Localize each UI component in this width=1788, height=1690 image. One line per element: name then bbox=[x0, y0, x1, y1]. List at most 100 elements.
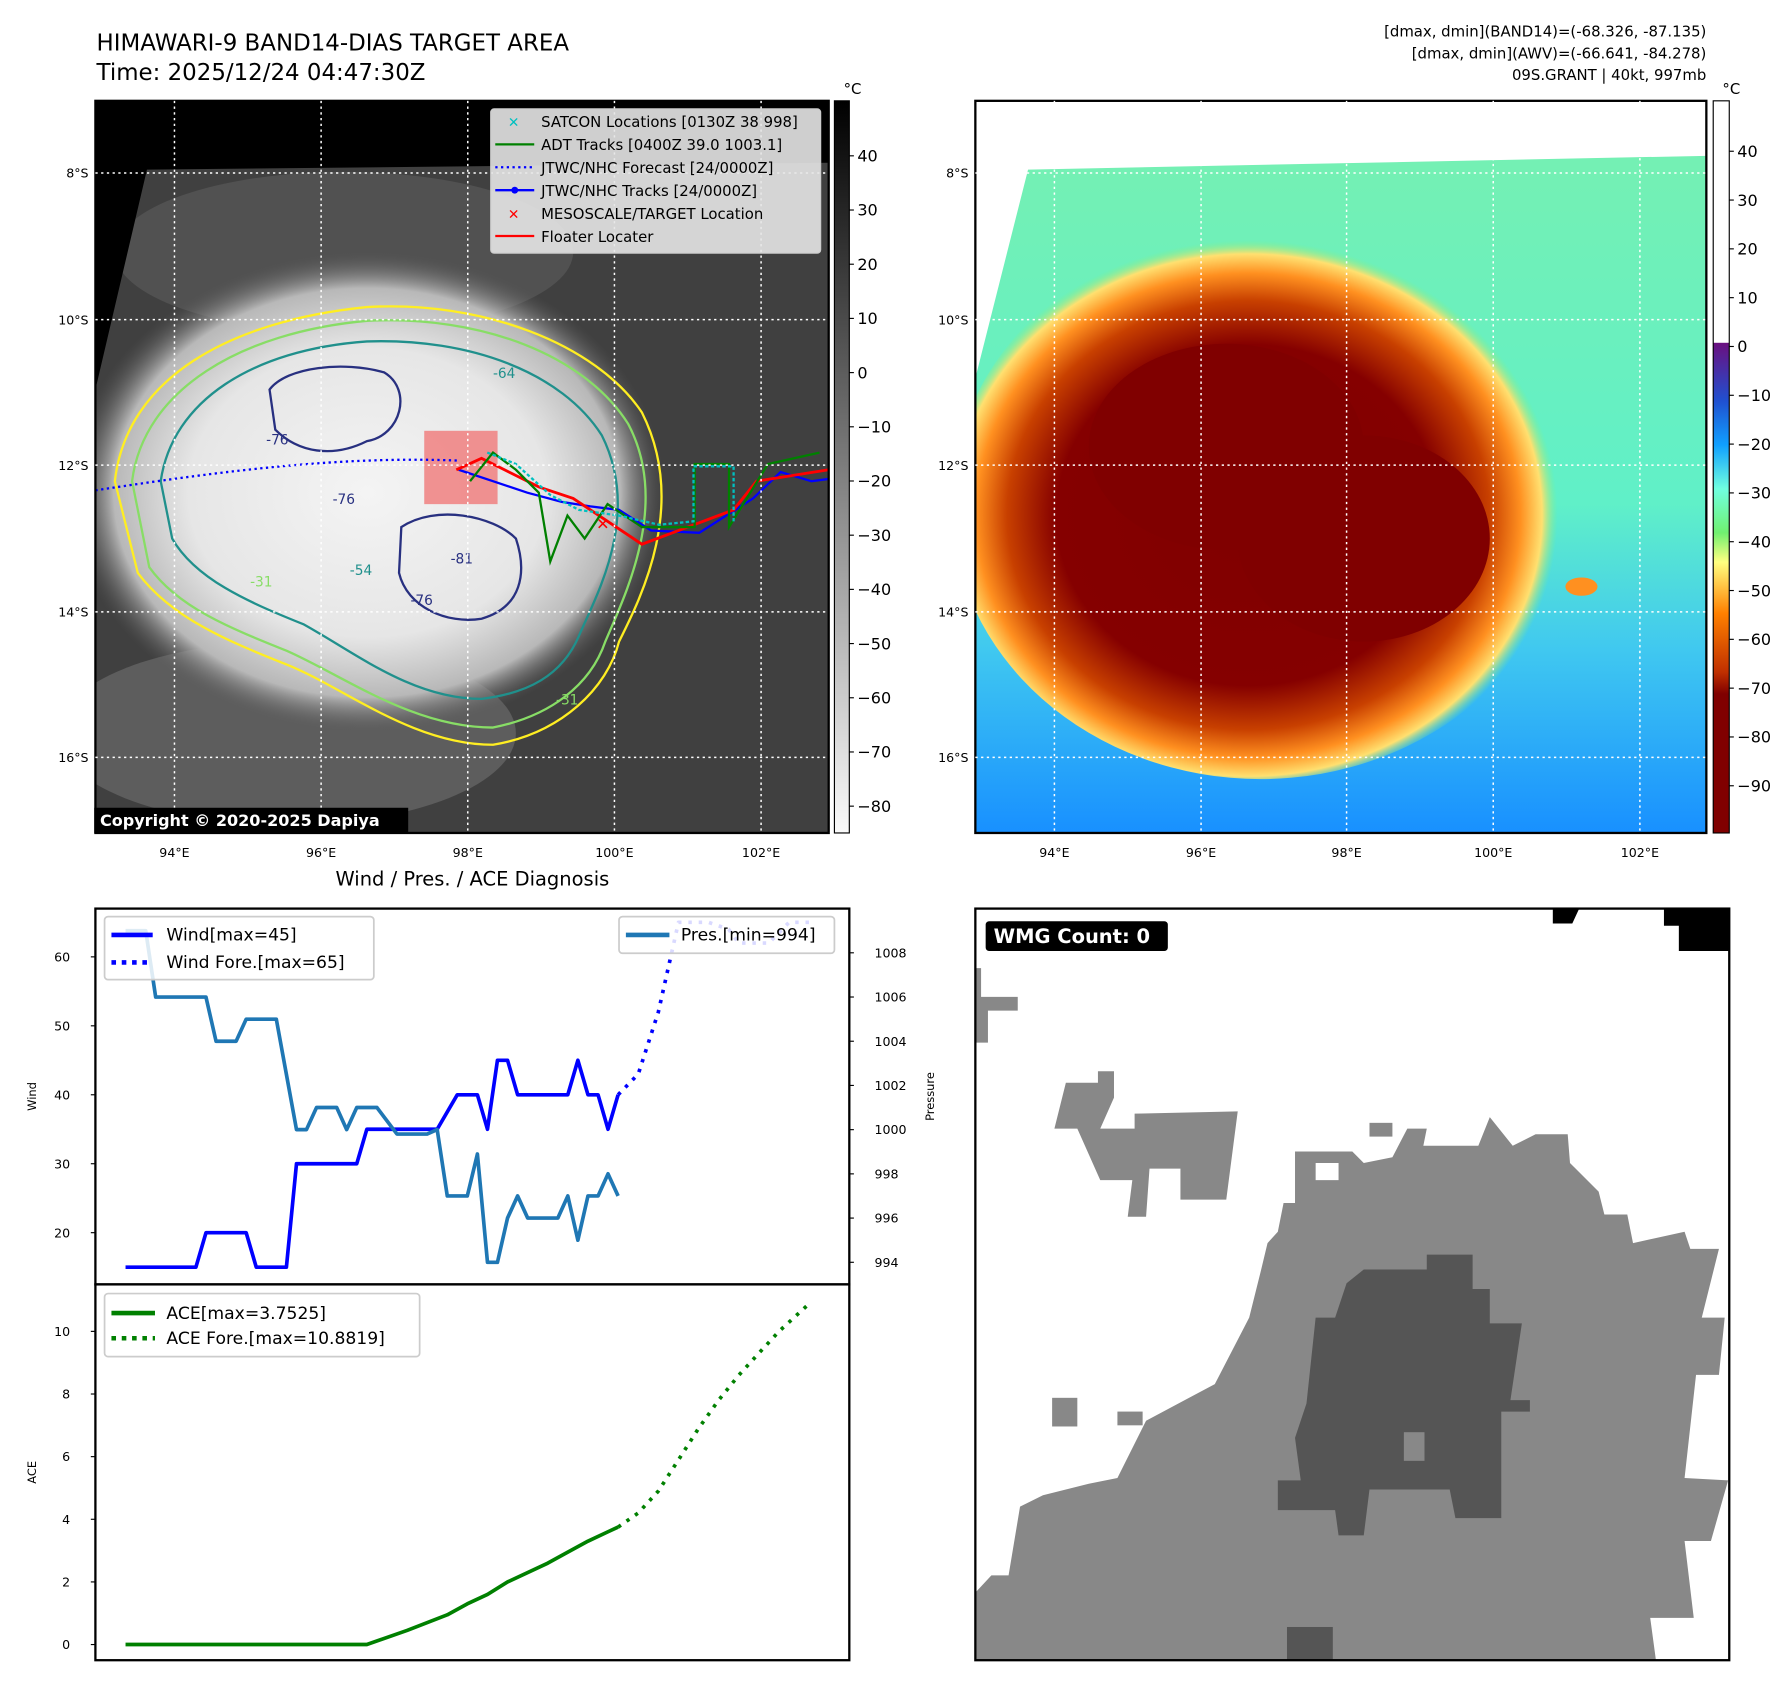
latitude-label: 8°S bbox=[66, 166, 88, 181]
colorbar-tick-label: 0 bbox=[857, 363, 867, 382]
colorbar-tick-label: −10 bbox=[857, 418, 891, 437]
latitude-label: 10°S bbox=[938, 312, 968, 327]
longitude-label: 100°E bbox=[1474, 845, 1512, 860]
contour-label: -76 bbox=[266, 433, 288, 449]
y-tick-label: 6 bbox=[62, 1449, 70, 1464]
y2-tick-label: 1006 bbox=[875, 990, 907, 1005]
map-legend-label: SATCON Locations [0130Z 38 998] bbox=[541, 113, 798, 131]
colorbar-tick-label: 0 bbox=[1737, 337, 1747, 356]
y-tick-label: 20 bbox=[54, 1225, 70, 1240]
latitude-label: 14°S bbox=[938, 604, 968, 619]
series-ace-fore-max-line bbox=[617, 1302, 811, 1529]
y2-tick-label: 1000 bbox=[875, 1122, 907, 1137]
adt-track-line bbox=[469, 450, 820, 566]
longitude-label: 100°E bbox=[595, 845, 633, 860]
contour-label: -31 bbox=[556, 693, 578, 709]
y-tick-label: 2 bbox=[62, 1574, 70, 1589]
storm-info: 09S.GRANT | 40kt, 997mb bbox=[1512, 66, 1706, 84]
wind-axis-label: Wind bbox=[25, 1082, 39, 1111]
map-legend-label: MESOSCALE/TARGET Location bbox=[541, 205, 763, 223]
ace-legend-label: ACE[max=3.7525] bbox=[166, 1304, 326, 1324]
y-tick-label: 4 bbox=[62, 1512, 70, 1527]
colorbar-tick-label: −50 bbox=[857, 634, 891, 653]
ir-colorbar-ticks: 40 30 20 10 0 −10 −20 −30 −40 −50 −60 −70 −80 bbox=[849, 147, 891, 816]
colorbar-tick-label: −70 bbox=[1737, 679, 1771, 698]
wind-fore-legend-label: Wind Fore.[max=65] bbox=[166, 953, 344, 973]
colorbar-tick-label: 10 bbox=[1737, 288, 1757, 307]
y-tick-label: 40 bbox=[54, 1087, 70, 1102]
figure-time: Time: 2025/12/24 04:47:30Z bbox=[96, 60, 426, 86]
colorbar-tick-label: 30 bbox=[857, 201, 877, 220]
latitude-label: 12°S bbox=[58, 458, 88, 473]
colorbar-tick-label: 30 bbox=[1737, 191, 1757, 210]
colorbar-tick-label: −30 bbox=[1737, 484, 1771, 503]
y-tick-label: 10 bbox=[54, 1324, 70, 1339]
colorbar-tick-label: −40 bbox=[857, 580, 891, 599]
color-enhanced-map bbox=[975, 100, 1707, 833]
pressure-axis-label: Pressure bbox=[923, 1072, 937, 1121]
latitude-label: 10°S bbox=[58, 312, 88, 327]
color-map-gridlines bbox=[975, 100, 1707, 833]
colorbar-tick-label: 20 bbox=[857, 255, 877, 274]
wmg-core-region bbox=[1277, 1254, 1530, 1536]
longitude-label: 102°E bbox=[742, 845, 780, 860]
colorbar-tick-label: −50 bbox=[1737, 581, 1771, 600]
longitude-label: 94°E bbox=[1039, 845, 1069, 860]
awv-range: [dmax, dmin](AWV)=(-66.641, -84.278) bbox=[1412, 44, 1707, 62]
y2-tick-label: 994 bbox=[875, 1255, 899, 1270]
ir-colorbar bbox=[833, 100, 850, 834]
longitude-label: 96°E bbox=[306, 845, 336, 860]
colorbar-tick-label: −40 bbox=[1737, 532, 1771, 551]
colorbar-tick-label: −90 bbox=[1737, 776, 1771, 795]
ace-legend: ACE[max=3.7525] ACE Fore.[max=10.8819] bbox=[103, 1292, 421, 1358]
longitude-label: 102°E bbox=[1621, 845, 1659, 860]
y-tick-label: 30 bbox=[54, 1156, 70, 1171]
contour-label: -76 bbox=[333, 492, 355, 508]
band14-range: [dmax, dmin](BAND14)=(-68.326, -87.135) bbox=[1384, 23, 1706, 41]
ir-map-axis-labels: 8°S 10°S 12°S 14°S 16°S 94°E 96°E 98°E 100°E 102°… bbox=[58, 166, 780, 860]
color-colorbar-unit: °C bbox=[1722, 80, 1740, 98]
series-ace-max-line bbox=[125, 1525, 619, 1647]
ace-fore-legend-label: ACE Fore.[max=10.8819] bbox=[166, 1329, 384, 1349]
y-tick-label: 60 bbox=[54, 949, 70, 964]
pressure-legend: Pres.[min=994] bbox=[618, 915, 836, 955]
colorbar-tick-label: −30 bbox=[857, 526, 891, 545]
y-tick-label: 8 bbox=[62, 1387, 70, 1402]
colorbar-tick-label: 10 bbox=[857, 309, 877, 328]
colorbar-tick-label: 20 bbox=[1737, 240, 1757, 259]
map-legend-label: JTWC/NHC Tracks [24/0000Z] bbox=[540, 182, 757, 200]
colorbar-tick-label: 40 bbox=[857, 147, 877, 166]
colorbar-tick-label: −60 bbox=[1737, 630, 1771, 649]
wmg-count-badge bbox=[985, 921, 1168, 951]
map-legend-label: Floater Locater bbox=[541, 228, 654, 246]
colorbar-tick-label: −10 bbox=[1737, 386, 1771, 405]
colorbar-tick-label: −20 bbox=[857, 472, 891, 491]
wind-legend: Wind[max=45] Wind Fore.[max=65] bbox=[103, 915, 375, 981]
latitude-label: 12°S bbox=[938, 458, 968, 473]
colorbar-tick-label: −70 bbox=[857, 743, 891, 762]
colorbar-tick-label: −60 bbox=[857, 688, 891, 707]
map-legend-label: ADT Tracks [0400Z 39.0 1003.1] bbox=[541, 136, 782, 154]
figure-title: HIMAWARI-9 BAND14-DIAS TARGET AREA bbox=[97, 30, 570, 56]
longitude-label: 96°E bbox=[1186, 845, 1216, 860]
y2-tick-label: 998 bbox=[875, 1166, 899, 1181]
color-colorbar-ticks: 40 30 20 10 0 −10 −20 −30 −40 −50 −60 −70 −80 −90 bbox=[1729, 142, 1771, 795]
y-tick-label: 50 bbox=[54, 1018, 70, 1033]
ir-colorbar-unit: °C bbox=[844, 80, 862, 98]
color-map-frame bbox=[974, 99, 1708, 835]
y-tick-label: 0 bbox=[62, 1637, 70, 1652]
color-colorbar bbox=[1712, 100, 1730, 834]
latitude-label: 16°S bbox=[938, 750, 968, 765]
ace-axis-label: ACE bbox=[25, 1461, 39, 1484]
colorbar-tick-label: −80 bbox=[1737, 728, 1771, 747]
longitude-label: 98°E bbox=[1331, 845, 1361, 860]
series-pres-min-line bbox=[125, 928, 620, 1265]
y2-tick-label: 1004 bbox=[875, 1034, 907, 1049]
map-legend-label: JTWC/NHC Forecast [24/0000Z] bbox=[540, 159, 773, 177]
longitude-label: 94°E bbox=[159, 845, 189, 860]
x-marker-icon: ✕ bbox=[508, 115, 520, 131]
copyright-text: Copyright © 2020-2025 Dapiya bbox=[100, 811, 380, 830]
wind-pressure-plot: 20 30 40 50 60 994 996 998 1000 1002 1004 1006 1008 bbox=[54, 920, 907, 1270]
